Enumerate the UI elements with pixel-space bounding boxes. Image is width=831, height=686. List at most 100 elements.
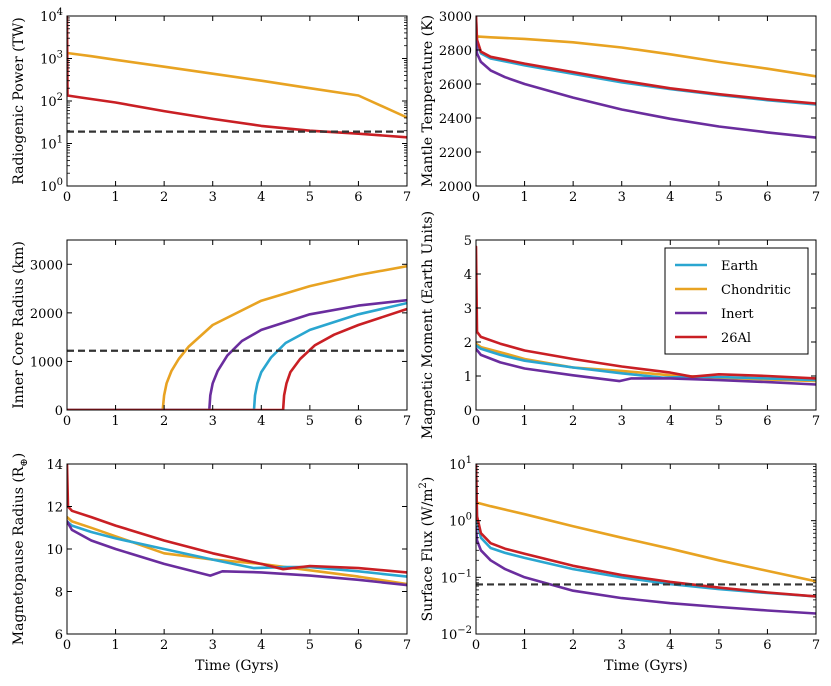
y-axis-label: Inner Core Radius (km) bbox=[11, 241, 27, 409]
y-tick-label: 0 bbox=[464, 404, 472, 419]
y-tick-label: 2000 bbox=[439, 180, 472, 195]
legend: Earth Chondritic Inert 26Al bbox=[664, 247, 809, 355]
x-tick-label: 7 bbox=[812, 638, 820, 653]
x-tick-label: 3 bbox=[209, 414, 217, 429]
x-tick-label: 5 bbox=[715, 414, 723, 429]
legend-label-inert: Inert bbox=[721, 307, 754, 322]
x-tick-label: 4 bbox=[257, 638, 265, 653]
x-tick-label: 4 bbox=[666, 414, 674, 429]
x-tick-label: 3 bbox=[209, 638, 217, 653]
y-tick-label: 5 bbox=[464, 234, 472, 249]
plot-frame bbox=[66, 239, 408, 411]
x-tick-label: 2 bbox=[160, 190, 168, 205]
series-group bbox=[476, 245, 816, 386]
series-chondritic-line bbox=[67, 515, 407, 586]
y-tick-label: 4 bbox=[464, 268, 472, 283]
x-tick-label: 0 bbox=[63, 414, 71, 429]
y-tick-label: 104 bbox=[40, 7, 63, 25]
x-tick-label: 6 bbox=[763, 638, 771, 653]
series-group bbox=[67, 264, 407, 410]
y-tick-label: 103 bbox=[40, 50, 63, 68]
y-tick-label: 8 bbox=[55, 586, 63, 601]
y-axis-label: Surface Flux (W/m2) bbox=[418, 477, 436, 622]
legend-label-chondritic: Chondritic bbox=[721, 283, 791, 298]
series-inert-line bbox=[67, 298, 407, 410]
x-tick-label: 3 bbox=[618, 190, 626, 205]
y-tick-label: 2000 bbox=[30, 307, 63, 322]
legend-label-26al: 26Al bbox=[721, 331, 751, 346]
x-tick-label: 6 bbox=[354, 190, 362, 205]
x-tick-label: 5 bbox=[715, 638, 723, 653]
y-axis-label: Magnetic Moment (Earth Units) bbox=[420, 211, 436, 439]
x-tick-label: 1 bbox=[111, 414, 119, 429]
x-tick-label: 2 bbox=[160, 414, 168, 429]
x-tick-label: 2 bbox=[160, 638, 168, 653]
series-group bbox=[476, 464, 816, 615]
series-earth-line bbox=[476, 464, 816, 598]
y-axis-label: Mantle Temperature (K) bbox=[420, 15, 436, 187]
series-group bbox=[67, 464, 407, 587]
x-tick-label: 2 bbox=[569, 638, 577, 653]
y-tick-label: 1 bbox=[464, 370, 472, 385]
y-tick-label: 1000 bbox=[30, 355, 63, 370]
series-26al-line bbox=[67, 464, 407, 574]
y-tick-label: 3000 bbox=[30, 258, 63, 273]
series-group bbox=[476, 16, 816, 139]
x-tick-label: 7 bbox=[812, 414, 820, 429]
plot-frame bbox=[475, 463, 817, 635]
series-chondritic-line bbox=[476, 501, 816, 583]
x-tick-label: 6 bbox=[354, 638, 362, 653]
legend-label-earth: Earth bbox=[721, 259, 759, 274]
series-chondritic-line bbox=[476, 35, 816, 78]
x-tick-label: 0 bbox=[63, 638, 71, 653]
plot-frame bbox=[66, 15, 408, 187]
x-tick-label: 1 bbox=[520, 190, 528, 205]
y-tick-label: 102 bbox=[40, 92, 63, 110]
y-tick-label: 3 bbox=[464, 302, 472, 317]
x-tick-label: 5 bbox=[306, 638, 314, 653]
series-inert-line bbox=[476, 40, 816, 139]
series-chondritic-line bbox=[67, 264, 407, 410]
series-26al-line bbox=[476, 245, 816, 380]
x-axis-label: Time (Gyrs) bbox=[195, 658, 279, 674]
y-axis-label: Radiogenic Power (TW) bbox=[11, 17, 27, 184]
series-26al-line bbox=[476, 464, 816, 598]
x-tick-label: 7 bbox=[403, 638, 411, 653]
series-earth-line bbox=[67, 520, 407, 578]
y-tick-label: 6 bbox=[55, 628, 63, 643]
y-tick-label: 3000 bbox=[439, 10, 472, 25]
x-tick-label: 7 bbox=[403, 414, 411, 429]
y-tick-label: 10−1 bbox=[441, 568, 472, 586]
y-tick-label: 2200 bbox=[439, 146, 472, 161]
x-tick-label: 3 bbox=[618, 414, 626, 429]
x-tick-label: 2 bbox=[569, 414, 577, 429]
panel-surface-flux: 0 1 2 3 4 5 6 7 10−2 10−1 100 101 Surface Flux (W/m2… bbox=[418, 455, 820, 674]
x-tick-label: 5 bbox=[306, 414, 314, 429]
y-tick-label: 0 bbox=[55, 404, 63, 419]
x-tick-label: 2 bbox=[569, 190, 577, 205]
x-tick-label: 3 bbox=[209, 190, 217, 205]
x-tick-label: 0 bbox=[472, 638, 480, 653]
panel-magnetic-moment: 0 1 2 3 4 5 6 7 0 1 2 3 4 5 Magnetic Moment (Earth Uni… bbox=[420, 211, 820, 439]
series-earth-line bbox=[476, 16, 816, 106]
y-tick-label: 101 bbox=[40, 135, 63, 153]
x-tick-label: 4 bbox=[257, 190, 265, 205]
plot-frame bbox=[475, 239, 817, 411]
y-tick-label: 2 bbox=[464, 336, 472, 351]
y-axis-label: Magnetopause Radius (R⊕) bbox=[11, 453, 30, 645]
x-tick-label: 5 bbox=[715, 190, 723, 205]
y-tick-label: 2600 bbox=[439, 78, 472, 93]
y-tick-label: 10 bbox=[46, 543, 63, 558]
y-tick-label: 14 bbox=[46, 458, 63, 473]
y-tick-label: 100 bbox=[40, 177, 63, 195]
x-tick-label: 5 bbox=[306, 190, 314, 205]
panel-radiogenic: 0 1 2 3 4 5 6 7 100 101 102 103 104 Radiogenic Power … bbox=[11, 7, 411, 205]
x-tick-label: 1 bbox=[520, 638, 528, 653]
x-tick-label: 7 bbox=[403, 190, 411, 205]
x-tick-label: 6 bbox=[763, 414, 771, 429]
x-tick-label: 1 bbox=[111, 190, 119, 205]
x-tick-label: 0 bbox=[63, 190, 71, 205]
x-tick-label: 4 bbox=[257, 414, 265, 429]
